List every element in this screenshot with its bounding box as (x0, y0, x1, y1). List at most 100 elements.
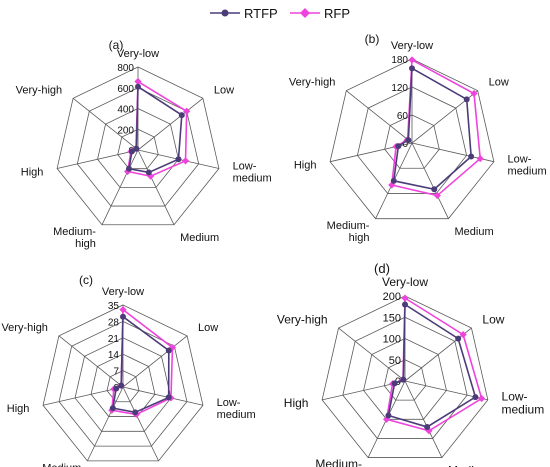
data-point-rfp (119, 306, 127, 314)
data-point-rfp (401, 294, 409, 302)
grid-spoke (58, 335, 124, 388)
radial-tick-label: 60 (397, 111, 409, 122)
category-label: Low-medium (233, 160, 272, 184)
category-label: High (294, 160, 317, 172)
radial-tick-label: 0 (402, 139, 408, 150)
data-point-rtfp (472, 394, 479, 401)
radial-tick-label: 28 (108, 317, 120, 328)
data-point-rfp (476, 154, 484, 163)
grid-ring (384, 114, 440, 169)
data-point-rtfp (133, 145, 140, 152)
grid-spoke (411, 142, 449, 219)
category-label: High (21, 166, 44, 178)
series-line-rfp (110, 308, 174, 416)
grid-spoke (122, 386, 204, 406)
data-point-rtfp (400, 376, 407, 383)
grid-ring (356, 86, 468, 194)
grid-spoke (101, 149, 139, 225)
grid-ring (97, 108, 179, 188)
data-point-rtfp (145, 169, 152, 176)
series-line-rfp (390, 58, 482, 197)
category-label: Low-medium (217, 397, 256, 421)
data-point-rtfp (402, 301, 408, 308)
category-label: Very-low (102, 286, 144, 298)
grid-ring (42, 304, 204, 462)
legend: RTFP RFP (210, 6, 350, 21)
radial-tick-label: 120 (391, 83, 408, 94)
panel-title: (c) (79, 273, 93, 287)
data-point-rtfp (125, 165, 132, 172)
radial-tick-label: 400 (117, 105, 134, 116)
radial-tick-label: 50 (389, 355, 401, 367)
data-point-rtfp (424, 423, 431, 430)
radial-tick-label: 600 (117, 84, 134, 95)
category-label: Medium-high (327, 220, 370, 244)
grid-ring (329, 58, 495, 220)
data-point-rtfp (175, 156, 182, 163)
category-label: Medium (455, 226, 494, 238)
data-point-rtfp (463, 96, 470, 103)
radial-tick-label: 180 (391, 55, 408, 66)
data-point-rtfp (120, 313, 126, 320)
data-point-rfp (134, 77, 142, 86)
data-point-rtfp (113, 385, 120, 392)
grid-spoke (404, 380, 443, 458)
radial-tick-label: 150 (383, 312, 401, 324)
grid-ring (117, 128, 159, 170)
series-line-rtfp (111, 315, 170, 414)
category-label: Low (482, 312, 504, 326)
category-label: Low (198, 322, 218, 334)
category-label: Very-low (117, 48, 159, 60)
data-point-rtfp (178, 112, 185, 119)
radial-tick-label: 35 (108, 301, 120, 312)
radial-tick-label: 7 (113, 367, 119, 378)
data-point-rtfp (409, 65, 415, 72)
category-label: Low-medium (508, 154, 547, 178)
radial-tick-label: 800 (117, 63, 134, 74)
category-label: Very-low (382, 275, 428, 289)
radial-tick-label: 21 (108, 334, 120, 345)
radial-tick-label: 100 (383, 334, 401, 346)
data-point-rtfp (165, 394, 172, 401)
legend-label-rtfp: RTFP (244, 6, 278, 21)
legend-label-rfp: RFP (324, 6, 350, 21)
category-label: High (284, 396, 309, 410)
data-point-rtfp (455, 335, 462, 342)
radar-chart-3: 0714212835Very-lowLowLow-mediumMediumMed… (1, 273, 255, 467)
data-point-rfp (183, 107, 191, 115)
data-point-rfp (459, 331, 467, 339)
category-label: Mediumhigh (42, 462, 81, 467)
data-point-rtfp (431, 186, 438, 193)
radar-chart-2: 0 60 120 180 Very-low Low Low-medium Medium Medi… (289, 32, 547, 244)
category-label: Low (214, 84, 234, 96)
radial-tick-label: 200 (383, 291, 401, 303)
data-point-rtfp (132, 409, 139, 416)
radar-chart-1: 0200400600800Very-lowLowLow-mediumMedium… (16, 38, 272, 250)
category-label: Medium-high (315, 457, 362, 467)
grid-spoke (346, 90, 413, 144)
data-point-rtfp (109, 405, 116, 412)
category-label: Low (489, 77, 509, 89)
grid-ring (56, 66, 220, 226)
data-point-rtfp (118, 382, 125, 389)
data-point-rtfp (391, 380, 398, 387)
panel-title: (d) (374, 261, 390, 276)
grid-ring (76, 87, 200, 207)
grid-spoke (72, 97, 139, 151)
category-label: High (7, 403, 30, 415)
grid-ring (321, 295, 489, 458)
category-label: Medium (180, 232, 219, 244)
grid-spoke (137, 149, 175, 225)
grid-spoke (87, 386, 124, 462)
grid-ring (74, 337, 172, 432)
data-point-rfp (425, 427, 433, 435)
panel-title: (b) (365, 32, 380, 46)
data-point-rfp (408, 56, 416, 64)
radial-tick-label: 14 (108, 350, 120, 361)
legend-item-rfp: RFP (290, 6, 350, 21)
grid-ring (342, 316, 468, 439)
grid-ring (363, 338, 447, 420)
category-label: Low-medium (502, 390, 545, 417)
data-point-rtfp (135, 83, 141, 90)
